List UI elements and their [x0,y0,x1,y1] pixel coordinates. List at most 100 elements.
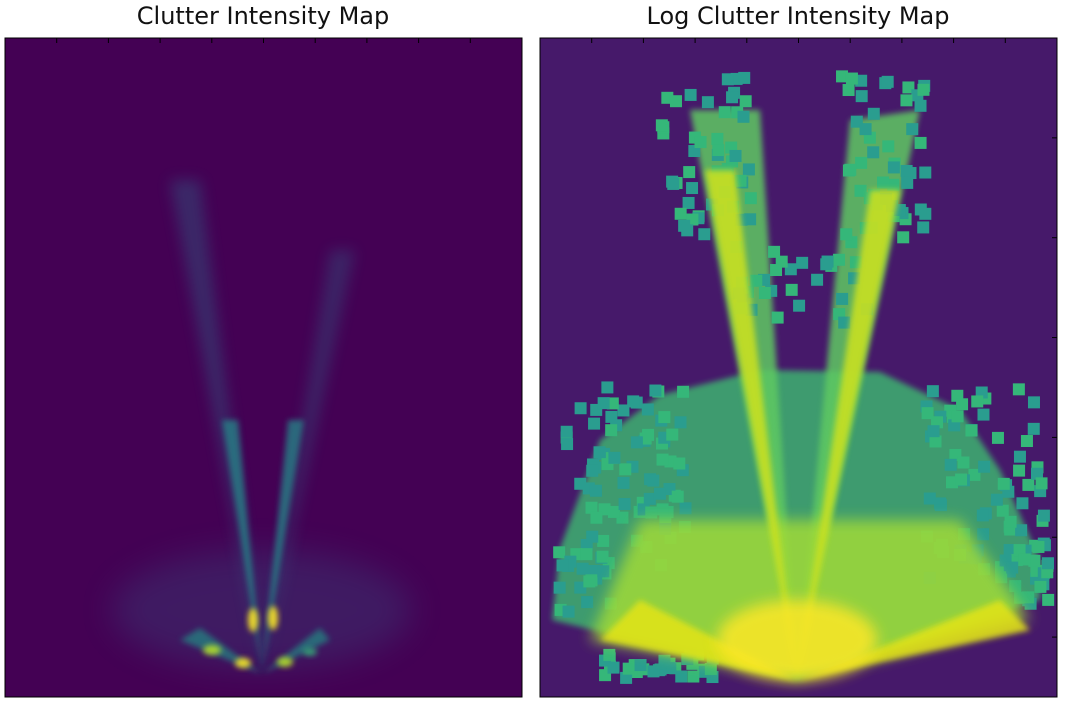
scatter-cell [704,663,717,676]
scatter-cell [701,96,714,109]
hotspot [235,658,251,668]
scatter-cell [1004,515,1017,528]
scatter-cell [1027,422,1040,435]
scatter-cell [677,385,690,398]
scatter-cell [656,503,669,516]
scatter-cell [647,665,660,678]
scatter-cell [666,428,679,441]
scatter-cell [744,192,757,205]
scatter-cell [971,395,984,408]
scatter-cell [842,84,855,97]
scatter-cell [758,286,771,299]
scatter-cell [948,419,961,432]
scatter-cell [649,384,662,397]
scatter-cell [553,581,566,594]
scatter-cell [574,477,587,490]
scatter-cell [1032,540,1045,553]
scatter-cell [1022,591,1035,604]
scatter-cell [1012,383,1025,396]
log-right-beam [797,190,900,680]
hotspot [248,608,258,632]
scatter-cell [597,534,610,547]
scatter-cell [664,662,677,675]
scatter-cell [734,174,747,187]
scatter-cell [642,428,655,441]
scatter-cell [738,71,751,84]
scatter-cell [836,70,849,83]
scatter-cell [580,548,593,561]
scatter-cell [656,453,669,466]
scatter-cell [784,263,797,276]
scatter-cell [1018,553,1031,566]
scatter-cell [617,404,630,417]
scatter-cell [630,436,643,449]
left-x-ticks [56,38,471,43]
right-heatmap-intensity [552,70,1055,684]
scatter-cell [934,499,947,512]
scatter-cell [1035,477,1048,490]
scatter-cell [927,425,940,438]
scatter-cell [855,156,868,169]
scatter-cell [997,477,1010,490]
scatter-cell [977,408,990,421]
scatter-cell [588,417,601,430]
scatter-cell [601,381,614,394]
scatter-cell [1013,544,1026,557]
scatter-cell [900,164,913,177]
scatter-cell [926,385,939,398]
scatter-cell [881,75,894,88]
scatter-cell [854,184,867,197]
scatter-cell [607,661,620,674]
scatter-cell [553,546,566,559]
scatter-cell [608,451,621,464]
right-beam-faint [262,250,355,674]
scatter-cell [867,107,880,120]
scatter-cell [945,476,958,489]
scatter-cell [833,253,846,266]
scatter-cell [1009,580,1022,593]
scatter-cell [718,106,731,119]
scatter-cell [561,438,574,451]
scatter-cell [901,176,914,189]
scatter-cell [1015,524,1028,537]
hotspot [277,657,293,667]
scatter-cell [603,648,616,661]
scatter-cell [556,559,569,572]
scatter-cell [929,435,942,448]
scatter-cell [620,671,633,684]
scatter-cell [768,245,781,258]
scatter-cell [887,178,900,191]
scatter-cell [679,502,692,515]
scatter-cell [1016,497,1029,510]
scatter-cell [737,110,750,123]
scatter-cell [1037,509,1050,522]
scatter-cell [606,397,619,410]
scatter-cell [820,258,833,271]
scatter-cell [586,530,599,543]
scatter-cell [811,273,824,286]
scatter-cell [845,72,858,85]
scatter-cell [711,132,724,145]
scatter-cell [955,473,968,486]
scatter-cell [1006,561,1019,574]
scatter-cell [944,458,957,471]
scatter-cell [796,256,809,269]
scatter-cell [990,493,1003,506]
scatter-cell [655,119,668,132]
scatter-cell [619,463,632,476]
scatter-cell [643,492,656,505]
scatter-cell [917,221,930,234]
scatter-cell [671,490,684,503]
scatter-cell [996,504,1009,517]
scatter-cell [607,505,620,518]
scatter-cell [897,231,910,244]
scatter-cell [951,410,964,423]
scatter-cell [914,99,927,112]
log-core [717,600,877,680]
scatter-cell [855,74,868,87]
scatter-cell [1028,554,1041,567]
scatter-cell [1020,435,1033,448]
scatter-cell [688,145,701,158]
scatter-cell [647,474,660,487]
